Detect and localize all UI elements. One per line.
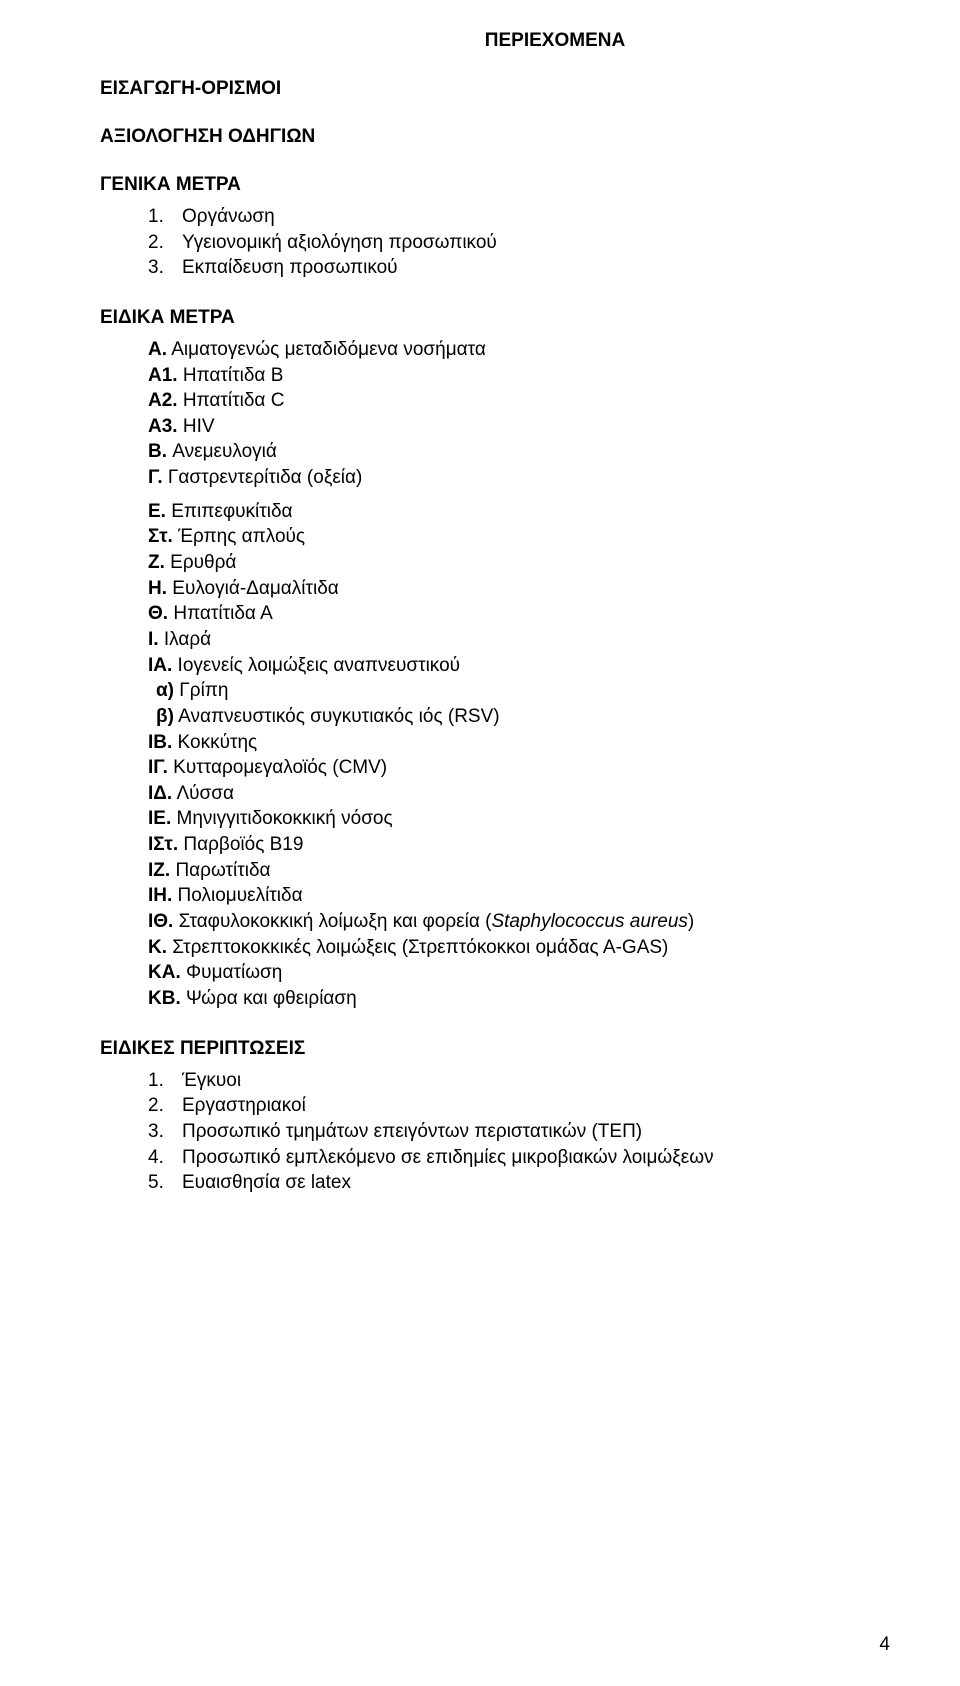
content-line: Α2. Ηπατίτιδα C (148, 388, 890, 414)
content-line: Θ. Ηπατίτιδα Α (148, 601, 890, 627)
list-item: 5. Ευαισθησία σε latex (148, 1170, 890, 1196)
item-number: 1. (148, 204, 182, 230)
heading-general: ΓΕΝΙΚΑ ΜΕΤΡΑ (100, 174, 890, 196)
content-line: ΙΘ. Σταφυλοκοκκική λοίμωξη και φορεία (S… (148, 909, 890, 935)
list-item: 3. Προσωπικό τμημάτων επειγόντων περιστα… (148, 1119, 890, 1145)
content-line: ΙΖ. Παρωτίτιδα (148, 858, 890, 884)
heading-intro: ΕΙΣΑΓΩΓΗ-ΟΡΙΣΜΟΙ (100, 78, 890, 100)
list-item: 1. Οργάνωση (148, 204, 890, 230)
content-line: Γ. Γαστρεντερίτιδα (οξεία) (148, 465, 890, 491)
content-line: ΚΒ. Ψώρα και φθειρίαση (148, 986, 890, 1012)
content-line: Α1. Ηπατίτιδα Β (148, 363, 890, 389)
item-number: 1. (148, 1068, 182, 1094)
content-line: α) Γρίπη (148, 678, 890, 704)
heading-cases: ΕΙΔΙΚΕΣ ΠΕΡΙΠΤΩΣΕΙΣ (100, 1038, 890, 1060)
item-label: Ευαισθησία σε latex (182, 1170, 351, 1196)
item-number: 2. (148, 1093, 182, 1119)
content-line: ΙΔ. Λύσσα (148, 781, 890, 807)
content-line: Στ. Έρπης απλούς (148, 524, 890, 550)
item-number: 5. (148, 1170, 182, 1196)
content-line: B. Ανεμευλογιά (148, 439, 890, 465)
item-number: 3. (148, 1119, 182, 1145)
content-line: ΙΓ. Κυτταρομεγαλοϊός (CMV) (148, 755, 890, 781)
heading-special: ΕΙΔΙΚΑ ΜΕΤΡΑ (100, 307, 890, 329)
item-label: Εκπαίδευση προσωπικού (182, 255, 398, 281)
heading-evaluation: ΑΞΙΟΛΟΓΗΣΗ ΟΔΗΓΙΩΝ (100, 126, 890, 148)
item-label: Υγειονομική αξιολόγηση προσωπικού (182, 230, 497, 256)
special-cases-list: 1. Έγκυοι 2. Εργαστηριακοί 3. Προσωπικό … (148, 1068, 890, 1196)
page-title: ΠΕΡΙΕΧΟΜΕΝΑ (220, 30, 890, 52)
list-item: 3. Εκπαίδευση προσωπικού (148, 255, 890, 281)
item-label: Εργαστηριακοί (182, 1093, 306, 1119)
list-item: 1. Έγκυοι (148, 1068, 890, 1094)
list-item: 4. Προσωπικό εμπλεκόμενο σε επιδημίες μι… (148, 1145, 890, 1171)
content-line: Ζ. Ερυθρά (148, 550, 890, 576)
content-line: ΚΑ. Φυματίωση (148, 960, 890, 986)
content-line: ΙΕ. Μηνιγγιτιδοκοκκική νόσος (148, 806, 890, 832)
item-number: 2. (148, 230, 182, 256)
item-label: Προσωπικό τμημάτων επειγόντων περιστατικ… (182, 1119, 642, 1145)
content-line: ΙΑ. Ιογενείς λοιμώξεις αναπνευστικού (148, 653, 890, 679)
content-line: Κ. Στρεπτοκοκκικές λοιμώξεις (Στρεπτόκοκ… (148, 935, 890, 961)
special-measures-block-2: E. ΕπιπεφυκίτιδαΣτ. Έρπης απλούςΖ. Ερυθρ… (148, 499, 890, 1012)
content-line: Η. Ευλογιά-Δαμαλίτιδα (148, 576, 890, 602)
item-label: Οργάνωση (182, 204, 275, 230)
content-line: ΙΗ. Πολιομυελίτιδα (148, 883, 890, 909)
item-number: 4. (148, 1145, 182, 1171)
special-measures-block-1: Α. Αιματογενώς μεταδιδόμενα νοσήματαΑ1. … (148, 337, 890, 491)
item-label: Έγκυοι (182, 1068, 241, 1094)
general-measures-list: 1. Οργάνωση 2. Υγειονομική αξιολόγηση πρ… (148, 204, 890, 281)
content-line: Α3. HIV (148, 414, 890, 440)
item-label: Προσωπικό εμπλεκόμενο σε επιδημίες μικρο… (182, 1145, 714, 1171)
page-number: 4 (879, 1634, 890, 1656)
content-line: ΙΒ. Κοκκύτης (148, 730, 890, 756)
content-line: β) Αναπνευστικός συγκυτιακός ιός (RSV) (148, 704, 890, 730)
content-line: Ι. Ιλαρά (148, 627, 890, 653)
list-item: 2. Υγειονομική αξιολόγηση προσωπικού (148, 230, 890, 256)
content-line: Α. Αιματογενώς μεταδιδόμενα νοσήματα (148, 337, 890, 363)
content-line: E. Επιπεφυκίτιδα (148, 499, 890, 525)
content-line: ΙΣτ. Παρβοϊός Β19 (148, 832, 890, 858)
item-number: 3. (148, 255, 182, 281)
list-item: 2. Εργαστηριακοί (148, 1093, 890, 1119)
